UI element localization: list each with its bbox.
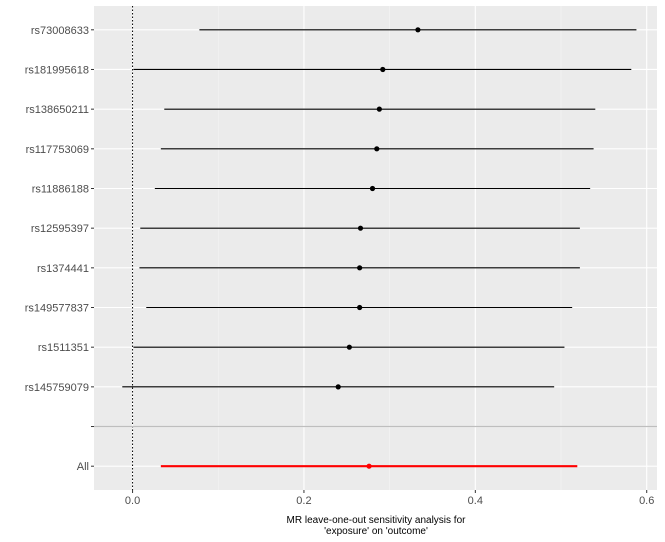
x-axis-title-line-2: 'exposure' on 'outcome': [324, 526, 428, 537]
y-tick-label: rs12595397: [31, 223, 89, 235]
y-tick-label: rs138650211: [26, 104, 89, 116]
x-tick-label: 0.4: [468, 495, 483, 507]
y-tick-label: rs181995618: [25, 64, 89, 76]
y-tick-label: rs1511351: [38, 342, 89, 354]
y-tick-label: All: [77, 461, 89, 473]
estimate-point: [376, 106, 382, 112]
y-tick-label: rs1374441: [37, 263, 89, 275]
x-axis-title-line-1: MR leave-one-out sensitivity analysis fo…: [287, 515, 467, 526]
y-tick-label: rs145759079: [25, 382, 89, 394]
estimate-point: [357, 225, 364, 231]
y-tick-label: rs117753069: [26, 144, 89, 156]
y-tick-label: rs11886188: [32, 183, 89, 195]
y-tick-label: rs73008633: [31, 25, 89, 37]
x-tick-label: 0.6: [639, 495, 654, 507]
estimate-point: [357, 304, 363, 311]
estimate-point: [369, 185, 376, 192]
x-axis-ticks: 0.0 0.2 0.4 0.6: [125, 490, 654, 507]
estimate-point: [346, 344, 352, 350]
estimate-point: [380, 66, 386, 73]
plot-panel: [94, 6, 657, 490]
y-tick-label: rs149577837: [25, 303, 89, 315]
x-tick-label: 0.2: [296, 495, 311, 507]
x-tick-label: 0.0: [125, 495, 140, 507]
estimate-point: [357, 265, 363, 271]
estimate-marks: [122, 27, 637, 469]
estimate-point: [335, 384, 341, 390]
y-axis-ticks: rs73008633 rs181995618 rs138650211 rs117753…: [25, 25, 94, 473]
estimate-point-overall: [366, 463, 372, 469]
estimate-point: [415, 27, 421, 33]
estimate-point: [374, 146, 380, 152]
